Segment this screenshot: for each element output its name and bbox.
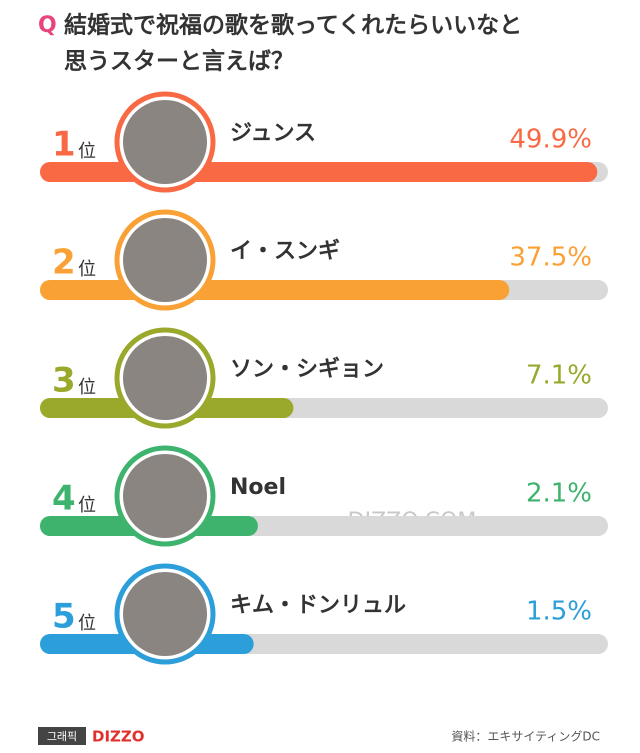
name: イ・スンギ — [230, 239, 340, 264]
footer-tag: 그래픽 — [47, 730, 77, 743]
footer-tag-box — [38, 727, 86, 745]
name: Noel — [230, 475, 286, 500]
rank-unit: 位 — [78, 259, 96, 280]
title-line: 思うスターと言えば？ — [64, 48, 294, 75]
name: ソン・シギョン — [230, 357, 384, 382]
rank-unit: 位 — [78, 495, 96, 516]
footer-source: 資料：エキサイティングDC — [451, 730, 600, 744]
rank: 4 — [52, 479, 76, 519]
photo — [123, 336, 207, 420]
value-label: 37.5% — [509, 243, 592, 273]
rank: 5 — [52, 597, 76, 637]
name: ジュンス — [230, 121, 316, 146]
value-label: 2.1% — [526, 479, 592, 509]
value-label: 49.9% — [509, 125, 592, 155]
rank: 3 — [52, 361, 76, 401]
photo — [123, 572, 207, 656]
q-mark: Q — [38, 13, 57, 38]
name: キム・ドンリュル — [230, 593, 406, 618]
bar — [40, 280, 510, 300]
footer-brand: DIZZO — [92, 728, 145, 746]
value-label: 7.1% — [526, 361, 592, 391]
rank: 1 — [52, 125, 76, 165]
rank-unit: 位 — [78, 613, 96, 634]
value-label: 1.5% — [526, 597, 592, 627]
title-line: 結婚式で祝福の歌を歌ってくれたらいいなと — [64, 12, 522, 39]
photo — [123, 454, 207, 538]
rank: 2 — [52, 243, 76, 283]
photo — [123, 100, 207, 184]
photo — [123, 218, 207, 302]
rank-unit: 位 — [78, 141, 96, 162]
rank-unit: 位 — [78, 377, 96, 398]
